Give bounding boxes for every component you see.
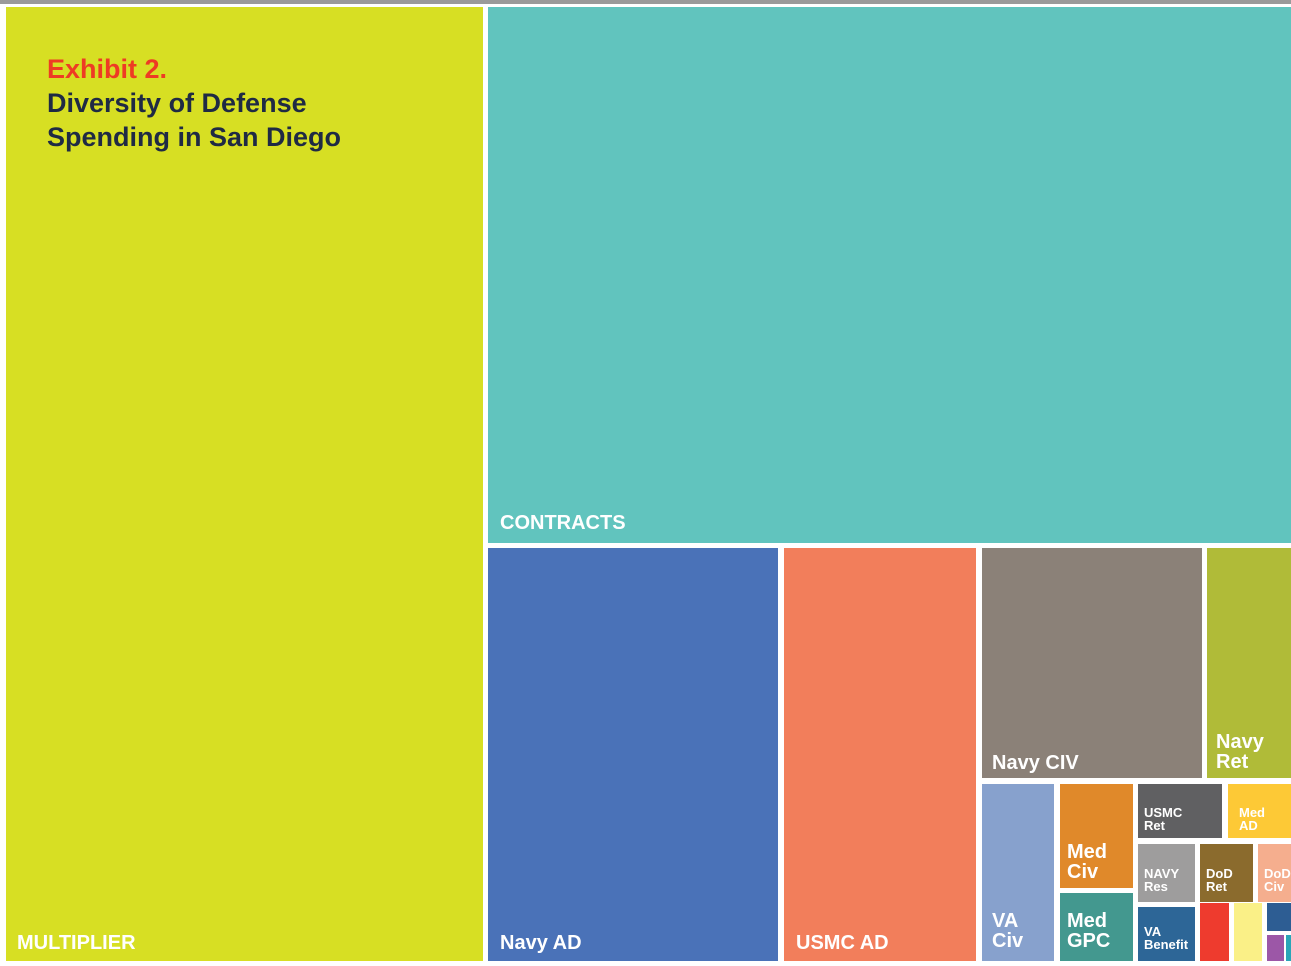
tile-label-usmc-ad: USMC AD: [796, 932, 889, 954]
tile-label-navy-ad: Navy AD: [500, 932, 582, 954]
tile-navy-ad: Navy AD: [488, 548, 778, 961]
exhibit-number: Exhibit 2.: [47, 54, 168, 84]
tile-va-benefit: VA Benefit: [1138, 907, 1195, 961]
tile-label-med-ad: Med AD: [1239, 805, 1265, 833]
tile-label-dod-ret: DoD Ret: [1206, 866, 1233, 894]
tile-usmc-ad: USMC AD: [784, 548, 976, 961]
tile-label-va-benefit: VA Benefit: [1144, 924, 1189, 952]
tile-label-dod-civ: DoD Civ: [1264, 866, 1291, 894]
tile-label-va-civ: VA Civ: [992, 910, 1024, 952]
tile-contracts: CONTRACTS: [488, 7, 1291, 543]
tile-dod-civ: DoD Civ: [1258, 844, 1291, 902]
tile-unlabeled-19: [1286, 935, 1291, 961]
chart-title: Diversity of Defense Spending in San Die…: [47, 88, 342, 152]
tile-dod-ret: DoD Ret: [1200, 844, 1253, 902]
tile-label-contracts: CONTRACTS: [500, 512, 626, 534]
tile-usmc-ret: USMC Ret: [1138, 784, 1222, 838]
tile-unlabeled-16: [1234, 903, 1262, 961]
tile-navy-res: NAVY Res: [1138, 844, 1195, 902]
tile-label-med-gpc: Med GPC: [1067, 910, 1111, 952]
tile-va-civ: VA Civ: [982, 784, 1054, 961]
tile-label-multiplier: MULTIPLIER: [17, 932, 136, 954]
chart-title-block: Exhibit 2. Diversity of Defense Spending…: [47, 52, 341, 154]
tile-label-med-civ: Med Civ: [1067, 841, 1107, 883]
tile-navy-civ: Navy CIV: [982, 548, 1202, 778]
tile-unlabeled-17: [1267, 903, 1291, 931]
tile-unlabeled-15: [1200, 903, 1229, 961]
tile-navy-ret: Navy Ret: [1207, 548, 1291, 778]
tile-med-gpc: Med GPC: [1060, 893, 1133, 961]
tile-med-ad: Med AD: [1228, 784, 1291, 838]
tile-label-navy-res: NAVY Res: [1144, 866, 1180, 894]
top-border-line: [0, 0, 1291, 4]
tile-med-civ: Med Civ: [1060, 784, 1133, 888]
tile-label-usmc-ret: USMC Ret: [1144, 805, 1183, 833]
tile-multiplier: MULTIPLIER: [6, 7, 483, 961]
tile-label-navy-civ: Navy CIV: [992, 752, 1079, 774]
tile-unlabeled-18: [1267, 935, 1284, 961]
tile-label-navy-ret: Navy Ret: [1216, 731, 1264, 773]
